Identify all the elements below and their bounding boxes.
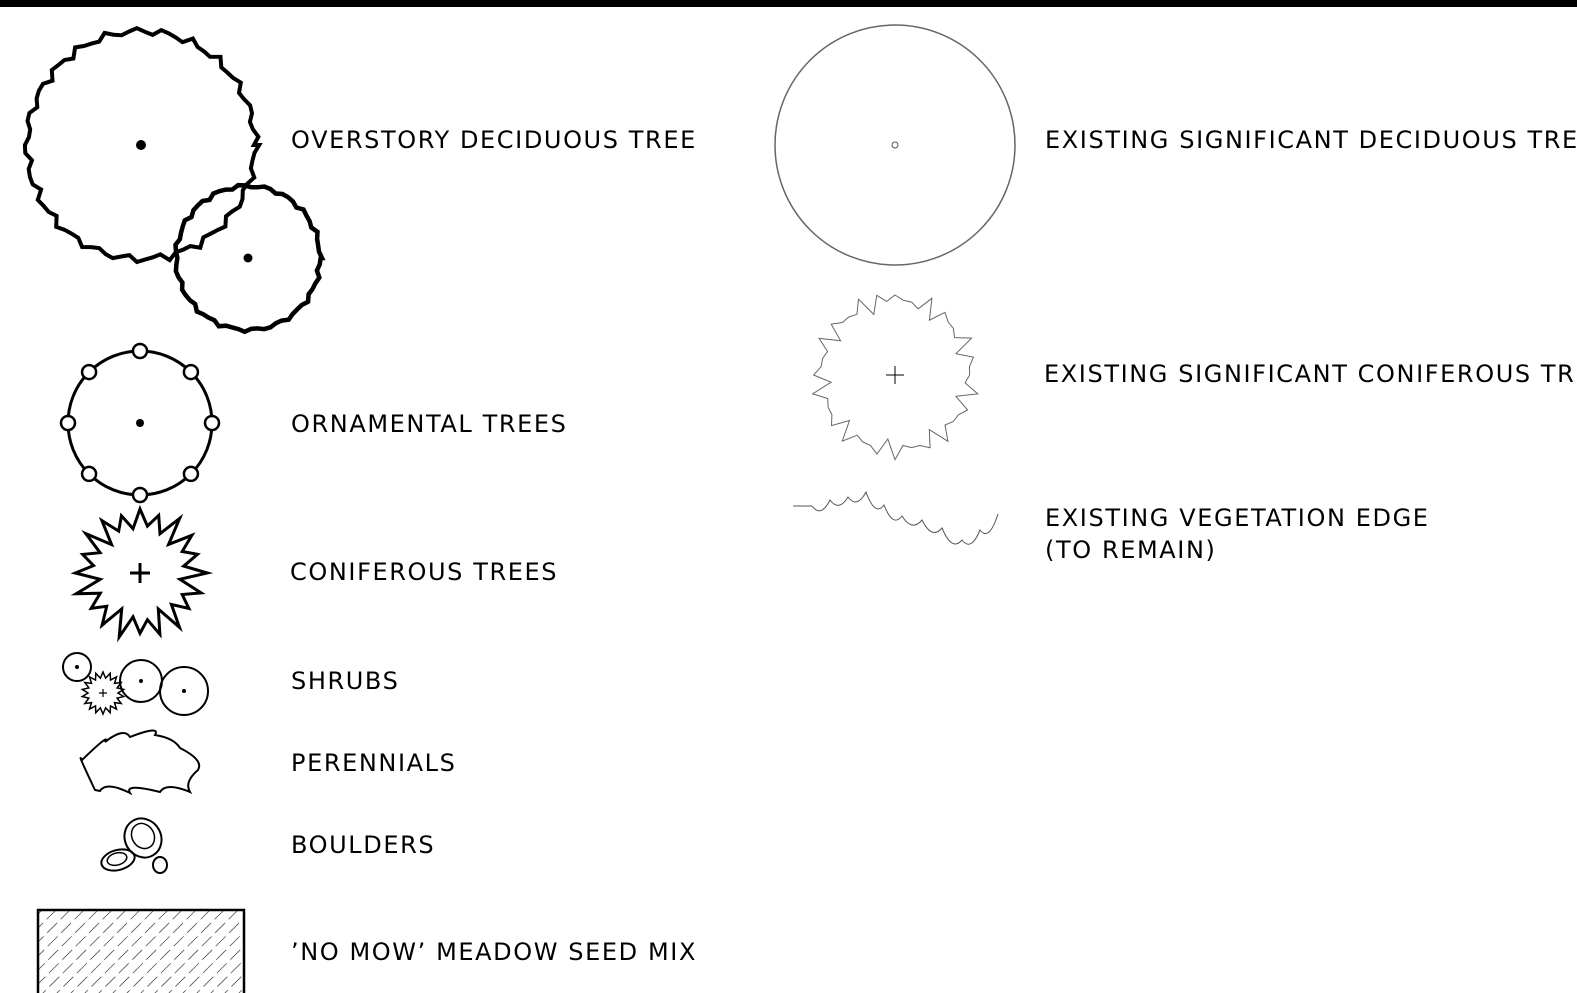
meadow-border — [36, 908, 246, 993]
label: EXISTING SIGNIFICANT CONIFEROUS TREE — [1044, 360, 1577, 388]
center-dot — [139, 679, 143, 683]
label: ’NO MOW’ MEADOW SEED MIX — [291, 938, 697, 966]
hatch-line — [182, 931, 244, 993]
hatch-line — [38, 910, 71, 943]
boulder — [106, 851, 128, 867]
shrub — [159, 666, 209, 716]
existing-coniferous-tree — [811, 294, 979, 461]
hatch-line — [42, 910, 127, 993]
meadow-symbol — [0, 910, 244, 993]
hatch-line — [224, 973, 244, 993]
hatch-line — [38, 910, 99, 971]
label: BOULDERS — [291, 831, 435, 859]
boulder — [130, 822, 156, 850]
label: ORNAMENTAL TREES — [291, 410, 567, 438]
hatch-line — [126, 910, 211, 993]
label: CONIFEROUS TREES — [290, 558, 558, 586]
ornamental-bump — [203, 414, 221, 432]
coniferous-tree — [70, 504, 214, 643]
hatch-line — [70, 910, 155, 993]
ornamental-bump — [59, 414, 77, 432]
perennials — [79, 729, 201, 796]
label: (TO REMAIN) — [1045, 536, 1217, 564]
center-dot — [182, 689, 186, 693]
vegetation-edge — [793, 490, 999, 545]
center-cross — [99, 689, 107, 697]
existing-deciduous-tree — [774, 24, 1016, 266]
overstory-tree — [173, 182, 326, 335]
ornamental-bump — [80, 363, 98, 381]
ornamental-bump — [182, 363, 200, 381]
hatch-line — [38, 910, 43, 915]
ornamental-bump — [131, 342, 149, 360]
center-dot — [243, 253, 253, 263]
top-border — [0, 0, 1577, 7]
label: OVERSTORY DECIDUOUS TREE — [291, 126, 697, 154]
label: PERENNIALS — [291, 749, 456, 777]
label: SHRUBS — [291, 667, 399, 695]
center-cross — [130, 563, 150, 583]
hatch-line — [168, 917, 244, 993]
hatch-line — [0, 910, 28, 993]
shrub — [80, 670, 126, 716]
hatch-line — [210, 959, 244, 993]
center-mark — [891, 141, 899, 149]
shrub — [62, 652, 92, 682]
label: EXISTING VEGETATION EDGE — [1045, 504, 1430, 532]
hatch-line — [196, 945, 244, 993]
ornamental-bump — [80, 465, 98, 483]
center-cross — [886, 366, 904, 384]
center-dot — [136, 140, 146, 150]
symbols — [22, 24, 1016, 874]
hatch-line — [84, 910, 169, 993]
overstory-tree — [22, 26, 263, 265]
hatch-line — [98, 910, 183, 993]
hatch-line — [140, 910, 225, 993]
hatch-line — [38, 910, 57, 929]
boulder — [123, 817, 163, 859]
hatch-line — [154, 910, 239, 993]
hatch-line — [112, 910, 197, 993]
center-dot — [136, 419, 144, 427]
boulder — [100, 848, 136, 872]
ornamental-bump — [131, 486, 149, 504]
label: EXISTING SIGNIFICANT DECIDUOUS TREE — [1045, 126, 1577, 154]
hatch-line — [38, 910, 113, 985]
boulder — [152, 856, 168, 874]
center-dot — [75, 665, 79, 669]
ornamental-bump — [182, 465, 200, 483]
hatch-line — [56, 910, 141, 993]
